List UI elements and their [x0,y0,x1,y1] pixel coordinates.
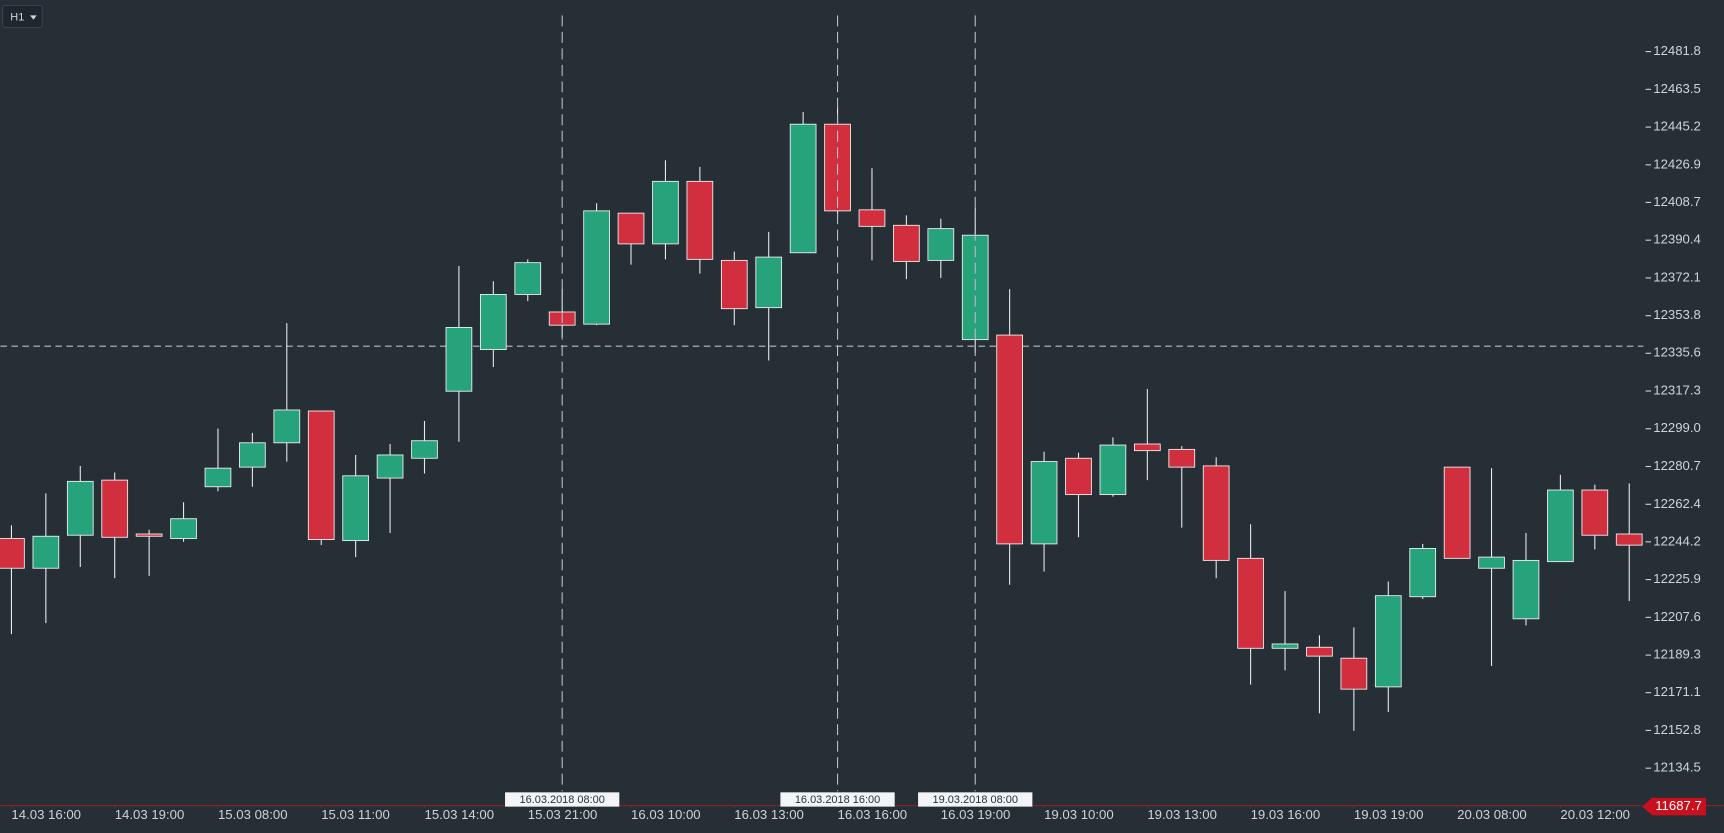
candle-body [1168,448,1196,468]
timeframe-label[interactable]: H1 [10,11,24,23]
candle-body [617,212,645,245]
y-tick-label: 12262.4 [1653,496,1701,511]
y-tick-label: 12244.2 [1653,533,1701,548]
x-tick-label: 20.03 12:00 [1560,807,1630,822]
timeframe-button[interactable] [2,4,43,29]
y-tick-label: 12463.5 [1653,81,1701,96]
x-tick-label: 19.03 19:00 [1354,807,1424,822]
x-tick-label: 19.03 16:00 [1251,807,1321,822]
candle-body [858,209,886,227]
x-tick-label: 15.03 08:00 [218,807,288,822]
candle-body [1306,646,1333,657]
candle-body [996,334,1024,545]
y-tick-label: 12481.8 [1653,43,1701,58]
crosshair-label-box [918,792,1033,807]
candle-body [755,256,783,309]
crosshair-label: 16.03.2018 16:00 [795,794,880,806]
candle-body [893,224,920,262]
candle-body [514,262,542,295]
candle-body [170,518,197,539]
x-tick-label: 20.03 08:00 [1457,807,1527,822]
candle-body [652,180,679,245]
candle-body [479,293,507,350]
y-tick-label: 12152.8 [1653,722,1701,737]
x-tick-label: 14.03 16:00 [11,807,81,822]
candle-body [1547,489,1574,563]
y-tick-label: 12445.2 [1653,119,1701,134]
candle-body [0,538,25,569]
candle-body [1202,465,1230,561]
candle-body [1271,643,1299,649]
y-tick-label: 12225.9 [1653,571,1701,586]
candle-body [135,533,163,537]
x-tick-label: 14.03 19:00 [115,807,185,822]
y-tick-label: 12353.8 [1653,307,1701,322]
candle-body [204,467,232,488]
candle-body [1340,657,1368,690]
last-price-label: 11687.7 [1655,798,1702,813]
crosshair-label: 16.03.2018 08:00 [519,794,604,806]
y-tick-label: 12134.5 [1653,760,1701,775]
candle-body [273,409,301,444]
x-tick-label: 19.03 13:00 [1147,807,1217,822]
y-tick-label: 12280.7 [1653,458,1701,473]
candle-body [101,479,129,538]
candle-body [307,410,335,541]
crosshair-label-box [780,792,895,807]
candle-body [376,454,404,479]
x-tick-label: 15.03 14:00 [424,807,494,822]
candle-body [1237,557,1264,649]
candle-body [686,180,714,260]
crosshair-label-box [505,792,620,807]
dropdown-arrow[interactable] [30,15,37,20]
x-tick-label: 16.03 19:00 [941,807,1011,822]
candle-body [411,440,438,459]
x-tick-label: 16.03 13:00 [734,807,804,822]
candle-body [239,442,266,468]
candle-body [1512,559,1540,620]
crosshair-label: 19.03.2018 08:00 [933,794,1018,806]
x-tick-label: 16.03 10:00 [631,807,701,822]
x-tick-label: 15.03 21:00 [528,807,598,822]
y-tick-label: 12207.6 [1653,609,1701,624]
y-tick-label: 12335.6 [1653,345,1701,360]
candle-body [1581,489,1609,536]
timeframe-selector[interactable]: H1 [2,4,43,29]
y-tick-label: 12426.9 [1653,156,1701,171]
y-tick-label: 12189.3 [1653,647,1701,662]
y-tick-label: 12171.1 [1653,684,1701,699]
candle-body [1374,595,1402,688]
candle-body [1099,444,1127,496]
candle-body [1133,443,1161,452]
y-tick-label: 12372.1 [1653,269,1701,284]
x-tick-label: 19.03 10:00 [1044,807,1114,822]
candle-body [720,259,748,310]
candle-body [32,535,60,569]
candle-body [445,327,473,392]
y-tick-label: 12317.3 [1653,382,1701,397]
x-tick-label: 15.03 11:00 [321,807,390,822]
candle-body [66,480,94,536]
last-price-tag [1642,797,1706,816]
candle-body [342,475,370,542]
candle-body [1030,461,1058,545]
candle-body [1478,556,1505,569]
candle-body [927,228,955,261]
candle-body [1443,466,1471,559]
candle-body [789,123,817,254]
candle-body [1409,547,1437,598]
x-tick-label: 16.03 16:00 [838,807,908,822]
y-tick-label: 12408.7 [1653,194,1701,209]
y-tick-label: 12390.4 [1653,232,1701,247]
candle-body [1065,457,1092,496]
candle-body [583,210,610,325]
candle-body [1615,533,1643,546]
y-tick-label: 12299.0 [1653,420,1701,435]
